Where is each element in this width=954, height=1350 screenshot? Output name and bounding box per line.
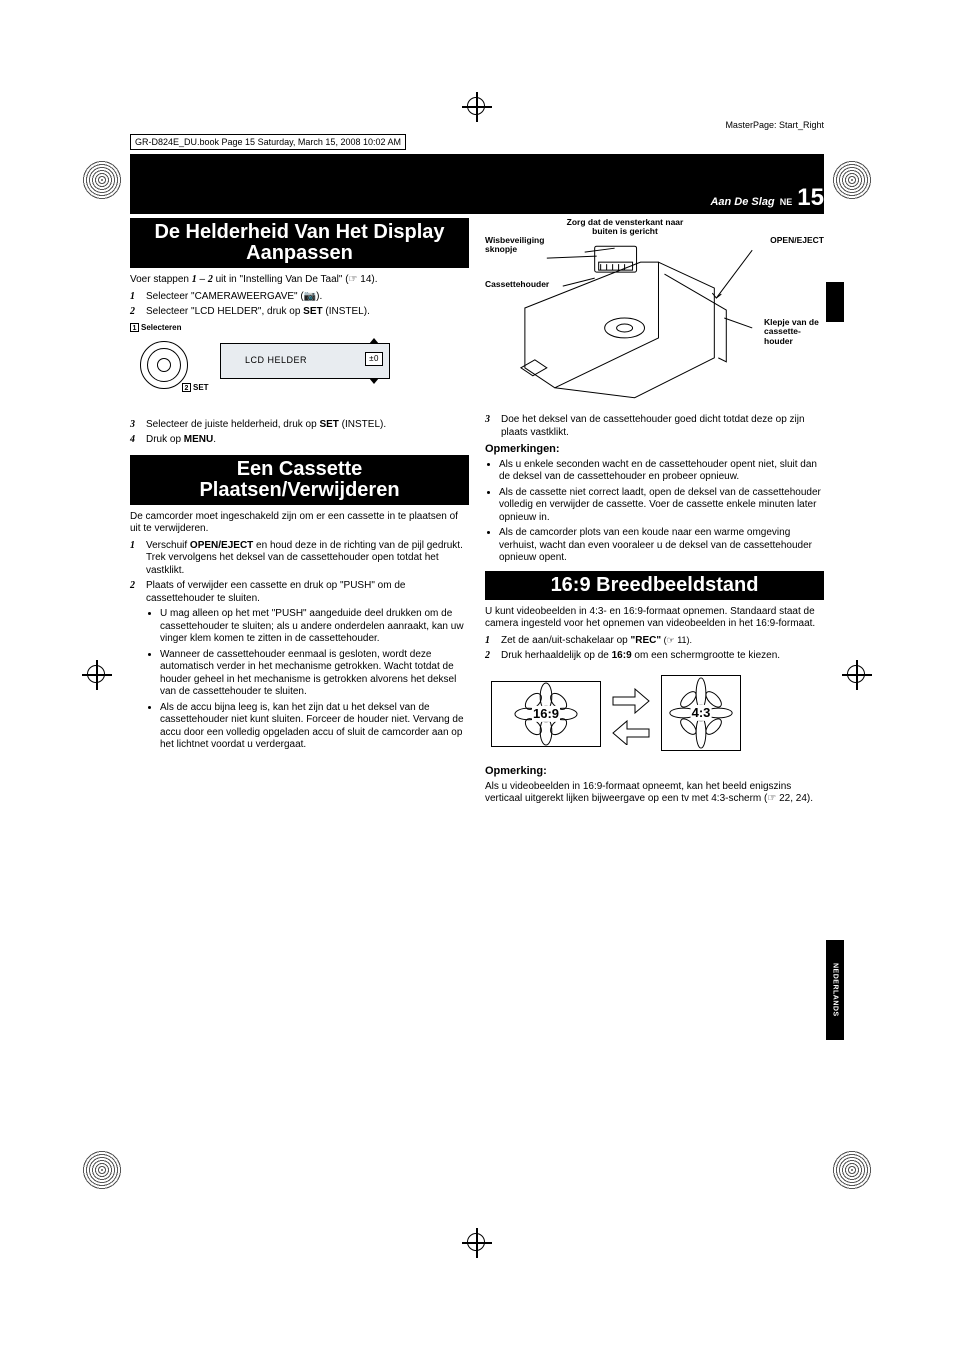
regmark xyxy=(830,158,874,202)
heading-widescreen: 16:9 Breedbeeldstand xyxy=(485,571,824,600)
crossmark xyxy=(82,660,112,690)
widescreen-intro: U kunt videobeelden in 4:3- en 16:9-form… xyxy=(485,606,824,631)
heading-brightness: De Helderheid Van Het Display Aanpassen xyxy=(130,218,469,268)
step-3: 3Selecteer de juiste helderheid, druk op… xyxy=(130,419,469,432)
header-bar: Aan De Slag NE 15 xyxy=(130,154,824,214)
crossmark xyxy=(842,660,872,690)
cassette-intro: De camcorder moet ingeschakeld zijn om e… xyxy=(130,511,469,536)
cassette-step-2: 2 Plaats of verwijder een cassette en dr… xyxy=(130,580,469,756)
cassette-diagram: Zorg dat de vensterkant naar buiten is g… xyxy=(485,218,824,408)
notes-heading: Opmerkingen: xyxy=(485,443,824,457)
note-bullet: Als de cassette niet correct laadt, open… xyxy=(499,487,824,525)
page-number: 15 xyxy=(797,184,824,211)
ws-step-1: 1Zet de aan/uit-schakelaar op "REC" (☞ 1… xyxy=(485,635,824,648)
arrow-icons xyxy=(609,685,653,745)
book-header: GR-D824E_DU.book Page 15 Saturday, March… xyxy=(130,134,406,150)
crossmark xyxy=(462,1228,492,1258)
ratio-43: 4:3 xyxy=(691,705,712,721)
heading-cassette: Een Cassette Plaatsen/Verwijderen xyxy=(130,455,469,505)
cass-bullet: Als de accu bijna leeg is, kan het zijn … xyxy=(160,702,469,752)
dial-icon xyxy=(140,341,188,389)
lang-code: NE xyxy=(780,197,793,207)
side-tab-gray xyxy=(826,282,844,322)
ratio-169: 16:9 xyxy=(532,706,560,722)
regmark xyxy=(830,1148,874,1192)
regmark xyxy=(80,158,124,202)
side-tab-language: NEDERLANDS xyxy=(826,940,844,1040)
step-1: 1Selecteer "CAMERAWEERGAVE" (📷). xyxy=(130,291,469,304)
ws-step-2: 2Druk herhaaldelijk op de 16:9 om een sc… xyxy=(485,650,824,663)
regmark xyxy=(80,1148,124,1192)
section-title: Aan De Slag xyxy=(710,196,774,208)
note-text-2: Als u videobeelden in 16:9-formaat opnee… xyxy=(485,781,824,806)
aspect-diagram: 16:9 4:3 xyxy=(485,669,824,759)
note-heading-2: Opmerking: xyxy=(485,765,824,779)
cassette-step-1: 1Verschuif OPEN/EJECT en houd deze in de… xyxy=(130,540,469,578)
crossmark xyxy=(462,92,492,122)
lcd-diagram: 1Selecteren 2SET LCD HELDER ±0 xyxy=(130,323,469,413)
step-4: 4Druk op MENU. xyxy=(130,434,469,447)
note-bullet: Als de camcorder plots van een koude naa… xyxy=(499,527,824,565)
cassette-step-3: 3Doe het deksel van de cassettehouder go… xyxy=(485,414,824,439)
note-bullet: Als u enkele seconden wacht en de casset… xyxy=(499,459,824,484)
masterpage-label: MasterPage: Start_Right xyxy=(130,120,824,130)
lcd-screen: LCD HELDER ±0 xyxy=(220,343,390,379)
cass-bullet: Wanneer de cassettehouder eenmaal is ges… xyxy=(160,649,469,699)
step-2: 2Selecteer "LCD HELDER", druk op SET (IN… xyxy=(130,306,469,319)
intro-text: Voer stappen 1 – 2 uit in "Instelling Va… xyxy=(130,274,469,287)
cass-bullet: U mag alleen op het met "PUSH" aangeduid… xyxy=(160,608,469,646)
